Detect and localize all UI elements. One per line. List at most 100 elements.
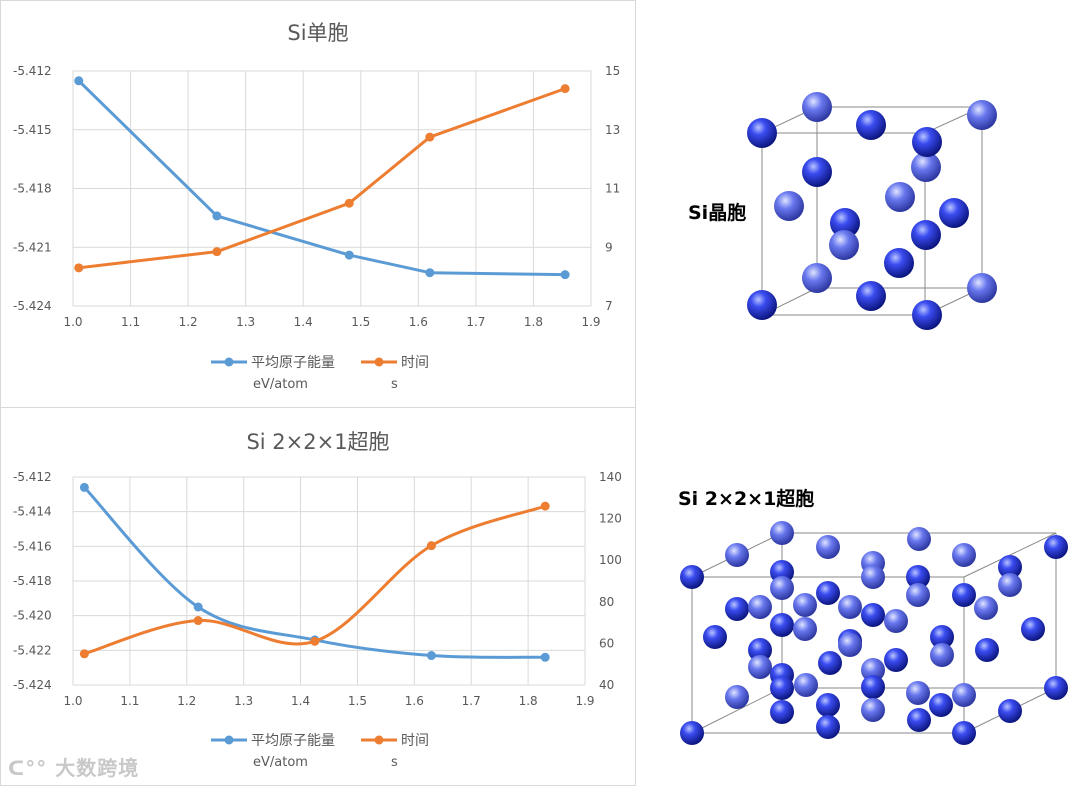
x-tick-label: 1.0 <box>63 315 82 329</box>
x-tick-label: 1.1 <box>121 315 140 329</box>
si-atom <box>911 220 941 250</box>
si-atom <box>816 581 840 605</box>
x-tick-label: 1.0 <box>63 694 82 708</box>
y-left-tick-label: -5.412 <box>13 470 52 484</box>
cell-edge <box>691 687 783 734</box>
si-atom <box>793 617 817 641</box>
si-atom <box>793 593 817 617</box>
si-atom <box>998 555 1022 579</box>
x-tick-label: 1.8 <box>519 694 538 708</box>
si-atom <box>830 208 860 238</box>
si-atom <box>885 182 915 212</box>
data-point <box>193 616 203 626</box>
y-right-tick-label: 60 <box>599 636 614 650</box>
y-left-tick-label: -5.418 <box>13 182 52 196</box>
y-left-tick-label: -5.422 <box>13 643 52 657</box>
si-atom <box>816 535 840 559</box>
si-atom <box>998 573 1022 597</box>
si-atom <box>907 708 931 732</box>
x-tick-label: 1.4 <box>294 315 313 329</box>
si-atom <box>816 715 840 739</box>
supercell-chart: 1.0 1.1 1.2 1.3 1.4 1.5 1.6 1.7 1.8 1.9 -5.412 -5.4… <box>13 470 622 770</box>
series-line <box>78 87 566 270</box>
si-atom <box>816 693 840 717</box>
si-atom <box>725 543 749 567</box>
si-atom <box>884 648 908 672</box>
series-line <box>77 79 566 277</box>
unit-cell-chart: 1.0 1.1 1.2 1.3 1.4 1.5 1.6 1.7 1.8 1.9 -5.412 -5.4… <box>13 64 620 392</box>
si-atom <box>725 597 749 621</box>
x-tick-label: 1.5 <box>348 694 367 708</box>
x-tick-label: 1.1 <box>120 694 139 708</box>
legend-series-name: 平均原子能量 <box>251 355 335 371</box>
x-tick-label: 1.2 <box>177 694 196 708</box>
si-atom <box>856 110 886 140</box>
si-atom <box>930 625 954 649</box>
data-point <box>425 132 435 142</box>
si-atom <box>770 613 794 637</box>
si-atom <box>952 543 976 567</box>
y-right-tick-label: 80 <box>599 595 614 609</box>
watermark: ᑕ°° 大数跨境 <box>8 752 139 781</box>
data-point <box>74 76 84 86</box>
si-atom <box>906 565 930 589</box>
si-atom <box>861 603 885 627</box>
legend-swatch-marker <box>374 735 384 745</box>
legend-series-unit: eV/atom <box>253 377 308 392</box>
x-tick-label: 1.9 <box>581 315 600 329</box>
si-atom <box>770 521 794 545</box>
si-atom <box>998 699 1022 723</box>
data-point <box>540 501 550 511</box>
si-atom <box>1044 676 1068 700</box>
data-point <box>310 636 320 646</box>
unit-cell-label: Si晶胞 <box>688 202 747 224</box>
legend-swatch-marker <box>224 735 234 745</box>
si-atom <box>774 191 804 221</box>
x-tick-label: 1.4 <box>291 694 310 708</box>
si-atom <box>747 118 777 148</box>
si-atom <box>906 583 930 607</box>
si-atom <box>967 100 997 130</box>
x-tick-label: 1.9 <box>575 694 594 708</box>
y-left-tick-label: -5.420 <box>13 609 52 623</box>
si-atom <box>748 655 772 679</box>
x-tick-label: 1.6 <box>405 694 424 708</box>
si-atom <box>770 676 794 700</box>
data-point <box>560 84 570 94</box>
data-point <box>79 482 89 492</box>
x-tick-label: 1.7 <box>462 694 481 708</box>
legend-series-name: 时间 <box>401 355 429 371</box>
y-right-tick-label: 100 <box>599 553 622 567</box>
si-atom <box>861 658 885 682</box>
y-right-tick-label: 7 <box>605 299 613 313</box>
data-point <box>425 268 435 278</box>
y-left-tick-label: -5.418 <box>13 574 52 588</box>
si-atom <box>748 595 772 619</box>
si-atom <box>856 281 886 311</box>
legend-series-name: 平均原子能量 <box>251 733 335 749</box>
x-tick-label: 1.3 <box>236 315 255 329</box>
si-atom <box>912 300 942 330</box>
si-atom <box>907 527 931 551</box>
legend-swatch-marker <box>224 357 234 367</box>
si-atom <box>952 683 976 707</box>
legend-swatch-marker <box>374 357 384 367</box>
si-atom <box>818 651 842 675</box>
legend-series-unit: s <box>391 377 398 392</box>
si-atom <box>884 248 914 278</box>
series-line <box>83 486 546 659</box>
supercell-label: Si 2×2×1超胞 <box>678 488 815 510</box>
si-atom <box>770 700 794 724</box>
y-left-tick-label: -5.416 <box>13 539 52 553</box>
si-atom <box>838 595 862 619</box>
y-right-tick-label: 13 <box>605 123 620 137</box>
unit-cell-structure-image <box>747 92 997 330</box>
chart-title: Si 2×2×1超胞 <box>246 430 390 454</box>
y-left-tick-label: -5.414 <box>13 505 52 519</box>
data-point <box>74 263 84 273</box>
unit-cell-chart-panel: Si单胞 1.0 1.1 1.2 1.3 1.4 1.5 1.6 1.7 1.8 1.9 -5.41… <box>0 0 636 408</box>
supercell-structure-image <box>680 521 1068 745</box>
si-atom <box>929 693 953 717</box>
x-tick-label: 1.8 <box>524 315 543 329</box>
si-atom <box>906 681 930 705</box>
